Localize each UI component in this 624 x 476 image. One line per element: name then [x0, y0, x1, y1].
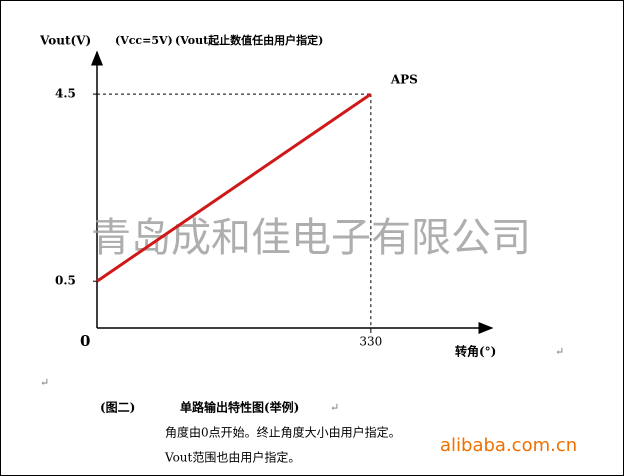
y-axis-label: Vout(V): [39, 34, 91, 48]
caption-line: Vout范围也由用户指定。: [164, 450, 300, 465]
caption-line: 角度由0点开始。终止角度大小由用户指定。: [165, 425, 401, 440]
data-line: [96, 92, 372, 283]
paragraph-mark: ↵: [330, 401, 339, 414]
caption-subtitle: 单路输出特性图(举例): [180, 400, 299, 415]
point-label: APS: [390, 73, 418, 87]
paragraph-mark: ↵: [555, 345, 564, 358]
y-tick-label: 4.5: [55, 87, 76, 101]
x-tick-label: 330: [359, 335, 382, 349]
y-tick-label: 0.5: [55, 274, 76, 288]
paragraph-mark: ↵: [40, 376, 49, 389]
x-axis-label: 转角(°): [455, 344, 496, 359]
subtitle: (Vcc=5V): [115, 34, 173, 47]
origin-label: 0: [80, 332, 90, 350]
note: (Vout起止数值任由用户指定): [175, 33, 323, 47]
source-watermark: alibaba.com.cn: [440, 435, 577, 456]
caption-title: (图二): [100, 401, 135, 415]
watermark: 青岛成和佳电子有限公司: [91, 215, 531, 261]
